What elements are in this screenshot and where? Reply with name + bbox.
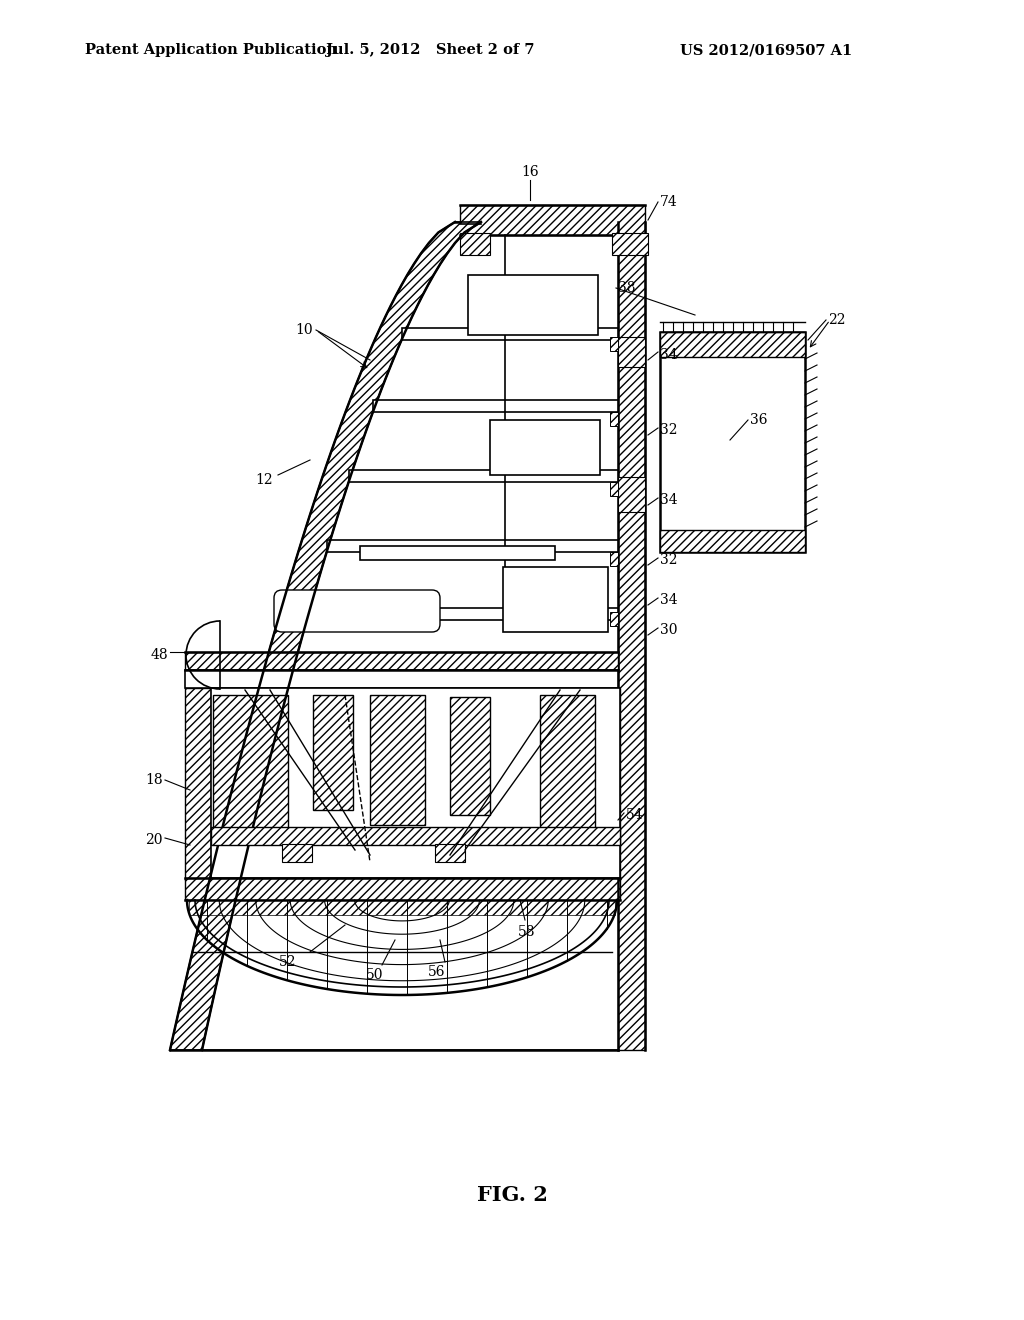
Bar xyxy=(211,688,620,878)
Bar xyxy=(185,878,620,900)
Bar xyxy=(211,828,620,845)
Text: 50: 50 xyxy=(367,968,384,982)
Bar xyxy=(360,546,555,560)
Bar xyxy=(370,696,425,825)
Text: 16: 16 xyxy=(521,165,539,180)
Polygon shape xyxy=(170,222,481,1049)
Bar xyxy=(460,234,490,255)
Text: 34: 34 xyxy=(660,492,678,507)
Bar xyxy=(460,205,645,235)
Bar xyxy=(450,697,490,814)
Bar xyxy=(373,400,618,412)
Text: US 2012/0169507 A1: US 2012/0169507 A1 xyxy=(680,44,852,57)
Bar xyxy=(401,327,618,341)
Text: FIG. 2: FIG. 2 xyxy=(476,1185,548,1205)
Bar xyxy=(185,652,618,671)
Text: 36: 36 xyxy=(750,413,768,426)
Text: Patent Application Publication: Patent Application Publication xyxy=(85,44,337,57)
Bar xyxy=(610,552,618,566)
Bar xyxy=(610,612,618,626)
Text: 22: 22 xyxy=(828,313,846,327)
Bar xyxy=(327,540,618,552)
Text: 56: 56 xyxy=(428,965,445,979)
Text: 10: 10 xyxy=(295,323,312,337)
Text: 34: 34 xyxy=(660,593,678,607)
Bar xyxy=(189,900,615,915)
Text: 32: 32 xyxy=(660,422,678,437)
Bar xyxy=(490,420,600,475)
Bar xyxy=(595,688,620,880)
Bar xyxy=(610,337,618,351)
Text: 34: 34 xyxy=(660,348,678,362)
Bar xyxy=(313,696,353,810)
Text: 32: 32 xyxy=(660,553,678,568)
Text: 48: 48 xyxy=(151,648,168,663)
Bar xyxy=(282,843,312,862)
Text: Jul. 5, 2012   Sheet 2 of 7: Jul. 5, 2012 Sheet 2 of 7 xyxy=(326,44,535,57)
Bar xyxy=(215,653,615,668)
Text: 38: 38 xyxy=(618,281,636,294)
Text: 20: 20 xyxy=(145,833,163,847)
Bar xyxy=(503,568,608,632)
Bar xyxy=(612,234,648,255)
FancyBboxPatch shape xyxy=(274,590,440,632)
Bar xyxy=(185,688,211,880)
Bar xyxy=(618,477,645,512)
Bar xyxy=(618,222,645,1049)
Bar xyxy=(307,609,618,620)
Text: 58: 58 xyxy=(518,925,536,939)
Text: 54: 54 xyxy=(626,808,644,822)
Bar xyxy=(435,843,465,862)
Bar xyxy=(660,531,805,552)
Bar xyxy=(348,470,618,482)
Bar xyxy=(660,333,805,552)
Bar xyxy=(185,671,618,688)
Bar xyxy=(540,696,595,830)
Text: 52: 52 xyxy=(280,954,297,969)
Text: 74: 74 xyxy=(660,195,678,209)
Bar xyxy=(618,337,645,367)
Bar xyxy=(610,482,618,496)
Bar xyxy=(660,333,805,356)
Bar xyxy=(213,696,288,830)
Text: 18: 18 xyxy=(145,774,163,787)
Bar xyxy=(468,275,598,335)
Bar xyxy=(610,412,618,426)
Text: 12: 12 xyxy=(255,473,272,487)
Text: 30: 30 xyxy=(660,623,678,638)
